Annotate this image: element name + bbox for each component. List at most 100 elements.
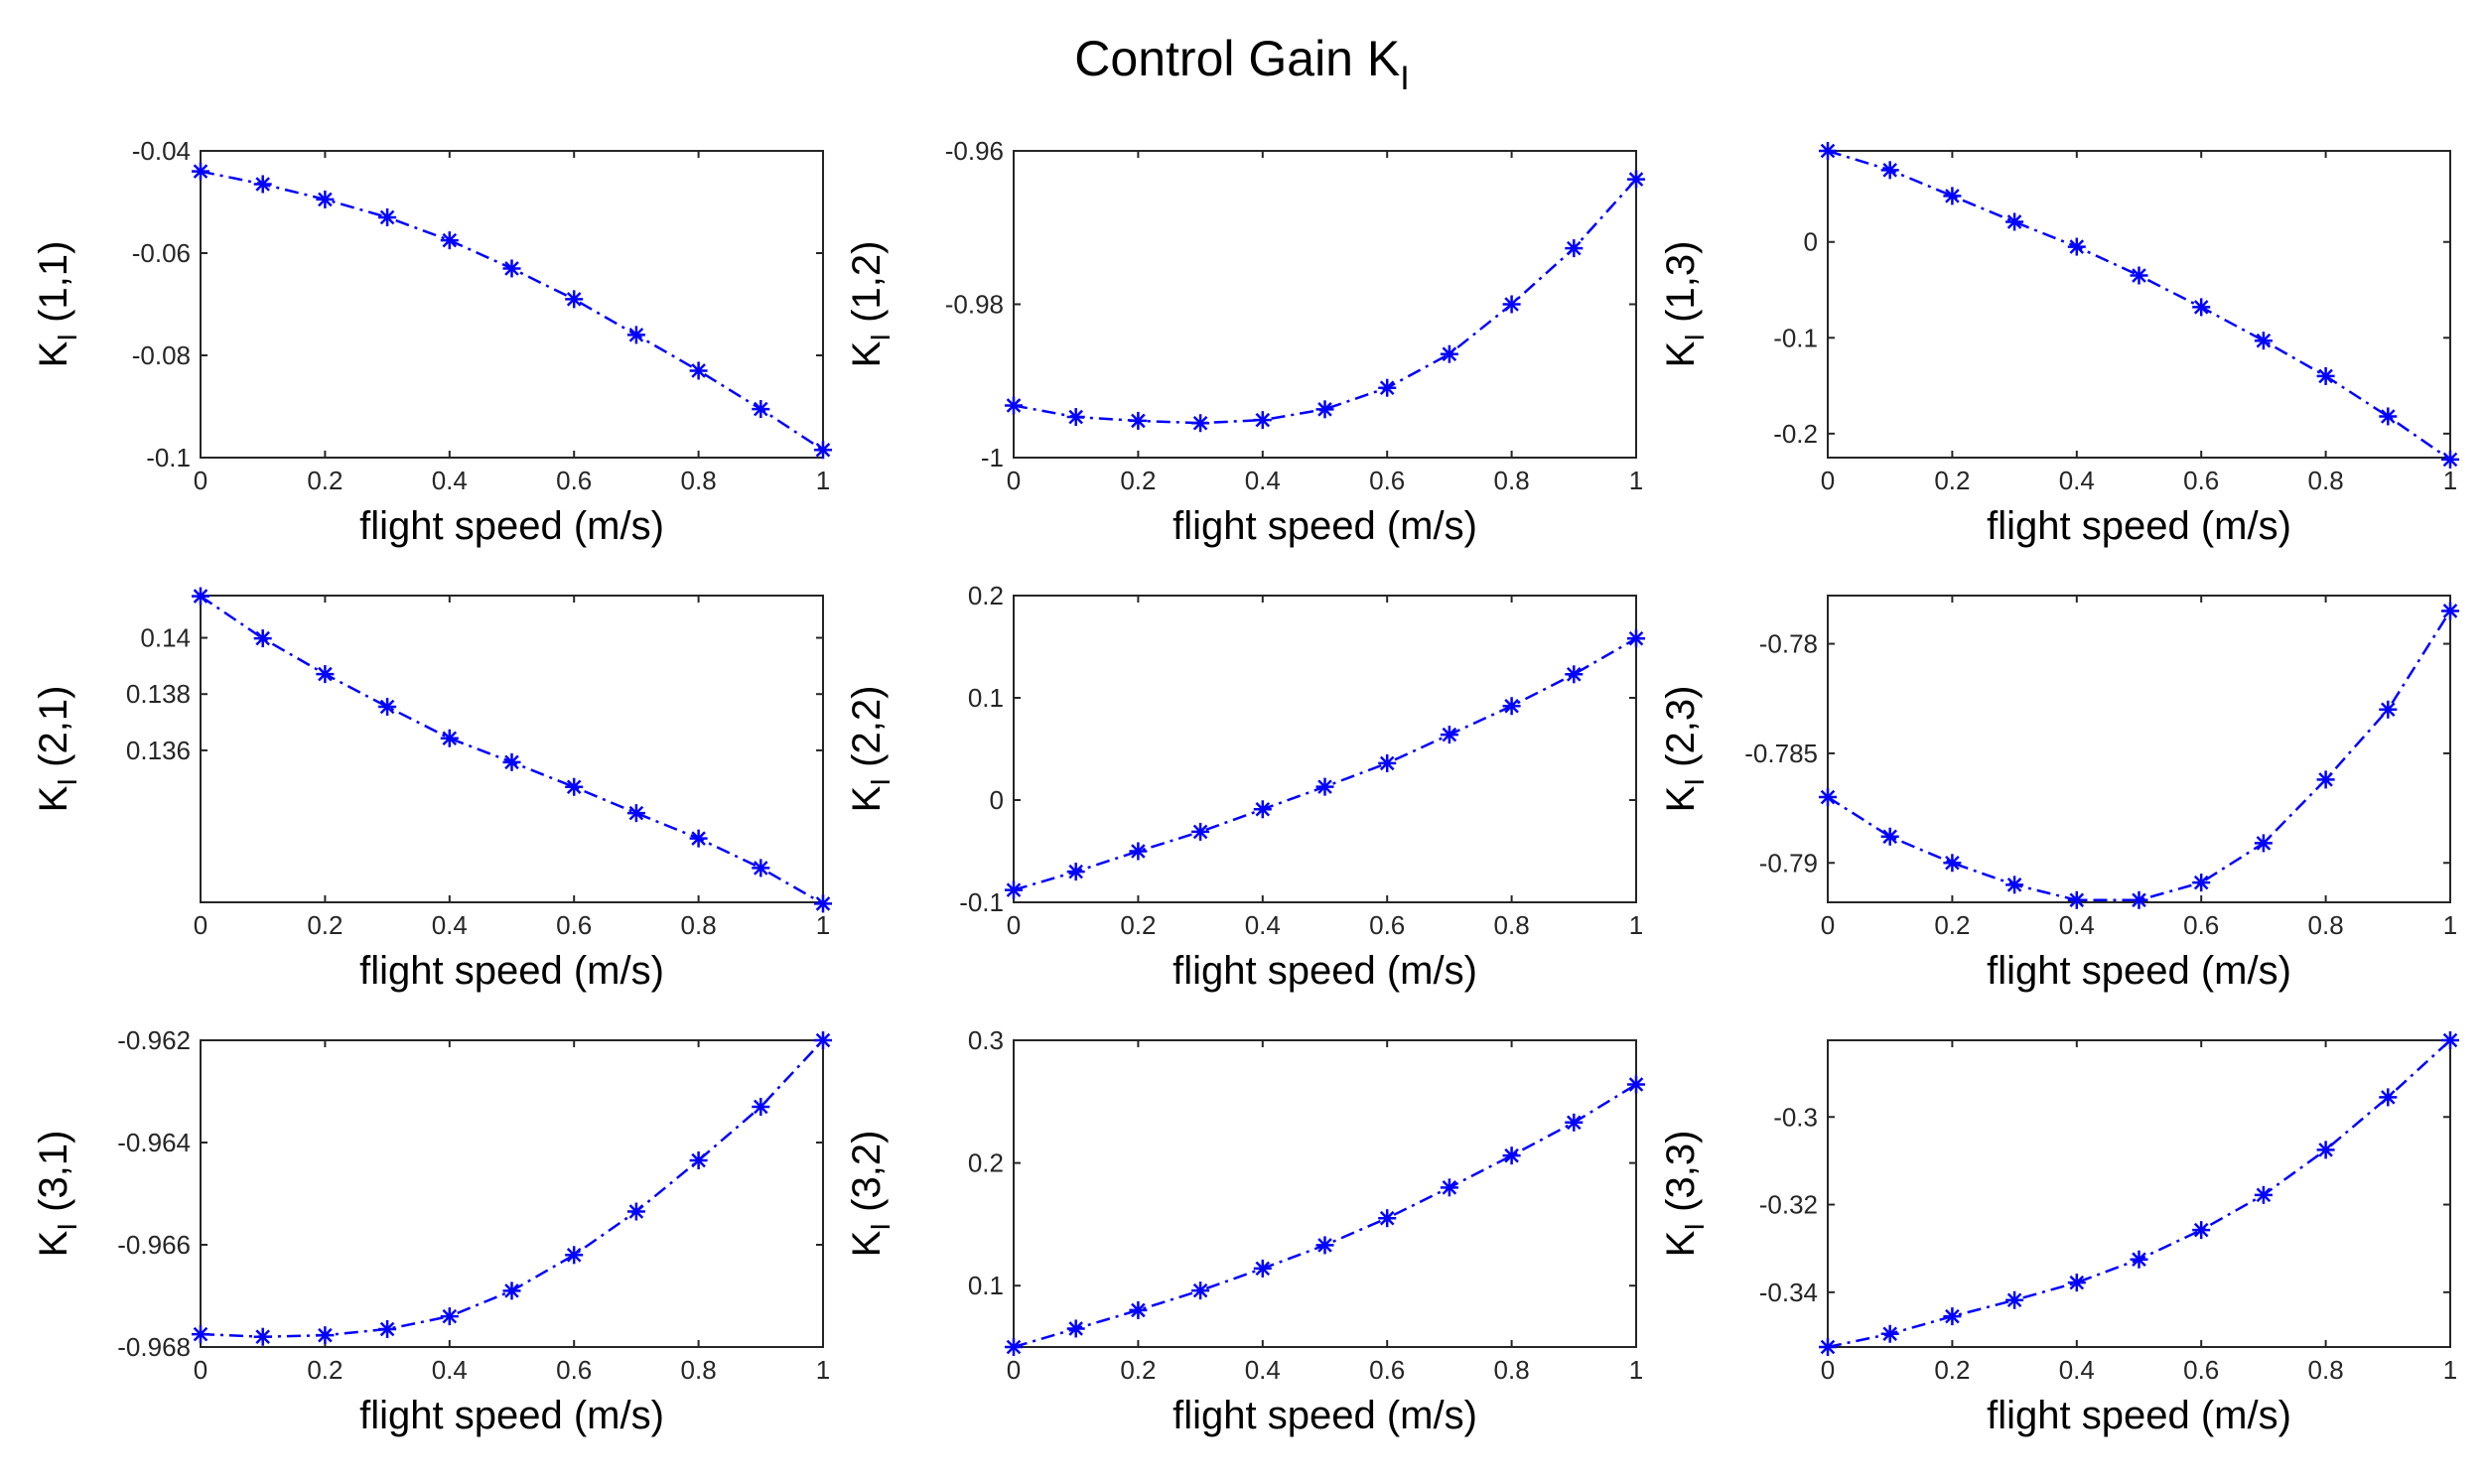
marker-stroke bbox=[628, 1204, 644, 1219]
marker-stroke bbox=[1945, 189, 1960, 203]
y-axis-label-index: (3,1) bbox=[32, 1131, 75, 1223]
x-tick-label: 1 bbox=[1629, 466, 1643, 495]
marker-stroke bbox=[504, 754, 519, 770]
y-tick-label: -0.06 bbox=[132, 238, 191, 268]
data-point-marker bbox=[2067, 1274, 2086, 1292]
marker-stroke bbox=[2069, 1275, 2085, 1290]
x-tick-label: 0.4 bbox=[1245, 1355, 1281, 1385]
subplot-2-3: 0 0.2 0.4 0.6 0.8 1 -0.79 -0.785 -0.78 flight spe… bbox=[1659, 595, 2459, 993]
marker-stroke bbox=[1379, 1210, 1395, 1226]
x-tick-label: 0 bbox=[1007, 910, 1021, 940]
marker-stroke bbox=[255, 1329, 270, 1344]
y-tick-label: 0.138 bbox=[126, 679, 191, 709]
axes-box bbox=[1827, 1039, 2451, 1348]
y-axis-label-index: (2,3) bbox=[1659, 686, 1703, 778]
data-point-marker bbox=[626, 804, 645, 823]
y-tick-label: -0.98 bbox=[945, 290, 1004, 320]
data-point-marker bbox=[1943, 187, 1962, 205]
y-axis-label-main: K bbox=[845, 785, 889, 812]
marker-stroke bbox=[566, 1248, 582, 1263]
subplot-3-2: 0 0.2 0.4 0.6 0.8 1 0.1 0.2 0.3 flight speed (m/s… bbox=[845, 1025, 1645, 1437]
data-point-marker bbox=[2254, 1185, 2273, 1204]
axes-box bbox=[200, 595, 824, 903]
x-tick-label: 0.4 bbox=[432, 910, 468, 940]
marker-stroke bbox=[193, 1326, 208, 1342]
y-axis-label: KI (2,3) bbox=[1659, 686, 1710, 813]
data-point-marker bbox=[502, 752, 521, 771]
x-axis-label: flight speed (m/s) bbox=[359, 949, 664, 993]
x-tick-label: 0.4 bbox=[2059, 910, 2095, 940]
marker-stroke bbox=[2006, 1292, 2022, 1308]
marker-stroke bbox=[815, 442, 831, 458]
marker-stroke bbox=[2442, 452, 2458, 468]
x-tick-label: 0.4 bbox=[1245, 466, 1281, 495]
subplot-1-2: 0 0.2 0.4 0.6 0.8 1 -1 -0.98 -0.96 flight speed (… bbox=[845, 136, 1645, 548]
marker-stroke bbox=[318, 666, 333, 682]
data-point-marker bbox=[1378, 378, 1397, 397]
x-tick-label: 0.8 bbox=[681, 466, 717, 495]
subplot-3-3: 0 0.2 0.4 0.6 0.8 1 -0.34 -0.32 -0.3 flight speed… bbox=[1659, 1031, 2459, 1437]
data-point-marker bbox=[2316, 770, 2335, 789]
y-axis-label-index: (1,2) bbox=[845, 241, 889, 334]
marker-stroke bbox=[628, 328, 644, 342]
marker-stroke bbox=[193, 589, 208, 604]
data-point-marker bbox=[1129, 1300, 1148, 1319]
data-point-marker bbox=[1191, 414, 1210, 433]
marker-stroke bbox=[2442, 604, 2458, 618]
y-tick-label: -0.785 bbox=[1744, 739, 1818, 768]
data-point-marker bbox=[253, 1327, 272, 1346]
data-point-marker bbox=[689, 829, 708, 848]
data-point-marker bbox=[1191, 822, 1210, 841]
marker-stroke bbox=[1317, 779, 1332, 794]
data-point-marker bbox=[2192, 1221, 2211, 1240]
x-tick-label: 0.6 bbox=[556, 466, 592, 495]
data-point-marker bbox=[2067, 237, 2086, 256]
data-point-marker bbox=[378, 1319, 397, 1338]
axes-box bbox=[200, 150, 824, 459]
y-tick-label: -0.1 bbox=[1773, 323, 1818, 352]
data-point-marker bbox=[378, 697, 397, 716]
marker-stroke bbox=[1628, 1077, 1644, 1092]
series-line bbox=[1013, 178, 1637, 425]
marker-stroke bbox=[1442, 1180, 1457, 1195]
x-axis-label: flight speed (m/s) bbox=[1987, 504, 2291, 548]
data-point-marker bbox=[2379, 700, 2398, 719]
data-point-marker bbox=[1565, 239, 1584, 258]
y-axis-label-index: (2,2) bbox=[845, 686, 889, 778]
marker-stroke bbox=[2069, 239, 2085, 254]
data-point-marker bbox=[1005, 1338, 1023, 1356]
y-axis-label-main: K bbox=[1659, 785, 1703, 812]
marker-stroke bbox=[1192, 1282, 1208, 1298]
x-tick-label: 0.2 bbox=[1120, 466, 1156, 495]
marker-stroke bbox=[2069, 892, 2085, 908]
marker-stroke bbox=[379, 1321, 395, 1337]
marker-stroke bbox=[754, 861, 768, 876]
y-tick-label: -0.34 bbox=[1759, 1278, 1818, 1307]
data-point-marker bbox=[2254, 332, 2273, 350]
x-tick-label: 1 bbox=[816, 466, 830, 495]
y-axis-label: KI (2,1) bbox=[32, 686, 82, 813]
data-point-marker bbox=[1066, 863, 1085, 881]
subplot-1-3: 0 0.2 0.4 0.6 0.8 1 -0.2 -0.1 0 flight speed (m/s… bbox=[1659, 142, 2459, 548]
marker-stroke bbox=[691, 1152, 706, 1168]
x-axis-label: flight speed (m/s) bbox=[359, 1394, 664, 1437]
data-point-marker bbox=[2441, 1031, 2459, 1049]
data-point-marker bbox=[1253, 411, 1272, 430]
data-point-marker bbox=[1565, 665, 1584, 684]
data-point-marker bbox=[1191, 1282, 1210, 1300]
x-tick-label: 0 bbox=[194, 1355, 207, 1385]
x-tick-label: 0 bbox=[1821, 1355, 1835, 1385]
data-point-marker bbox=[440, 231, 459, 250]
data-point-marker bbox=[1880, 161, 1899, 180]
data-point-marker bbox=[2316, 1141, 2335, 1159]
x-tick-label: 0.6 bbox=[1369, 466, 1405, 495]
y-axis-label-main: K bbox=[845, 1230, 889, 1257]
x-tick-label: 0.8 bbox=[2308, 466, 2344, 495]
x-tick-label: 0 bbox=[194, 466, 207, 495]
marker-stroke bbox=[2256, 333, 2272, 348]
data-point-marker bbox=[1005, 396, 1023, 415]
y-axis-label: KI (3,1) bbox=[32, 1131, 82, 1258]
y-axis-label: KI (1,2) bbox=[845, 241, 896, 368]
marker-stroke bbox=[1131, 844, 1146, 859]
